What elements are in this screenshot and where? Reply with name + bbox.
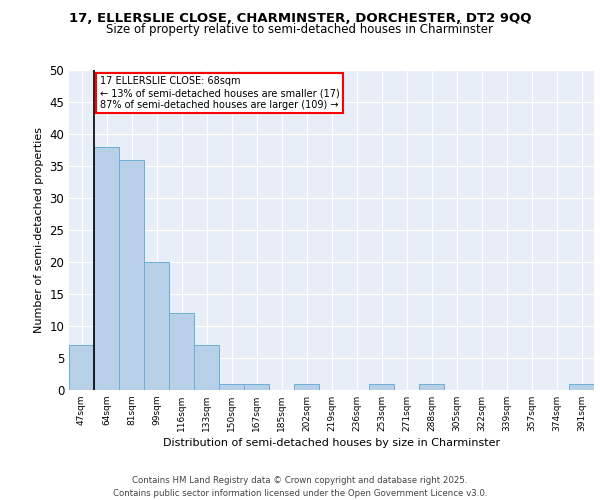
Bar [369, 384, 394, 390]
X-axis label: Distribution of semi-detached houses by size in Charminster: Distribution of semi-detached houses by … [163, 438, 500, 448]
Text: Contains HM Land Registry data © Crown copyright and database right 2025.
Contai: Contains HM Land Registry data © Crown c… [113, 476, 487, 498]
Y-axis label: Number of semi-detached properties: Number of semi-detached properties [34, 127, 44, 333]
Text: 17, ELLERSLIE CLOSE, CHARMINSTER, DORCHESTER, DT2 9QQ: 17, ELLERSLIE CLOSE, CHARMINSTER, DORCHE… [69, 12, 531, 26]
Bar [194, 345, 219, 390]
Text: Size of property relative to semi-detached houses in Charminster: Size of property relative to semi-detach… [107, 22, 493, 36]
Bar [144, 262, 169, 390]
Bar [294, 384, 319, 390]
Bar [569, 384, 594, 390]
Bar [419, 384, 444, 390]
Bar [119, 160, 144, 390]
Bar [219, 384, 244, 390]
Bar [94, 147, 119, 390]
Bar [244, 384, 269, 390]
Bar [69, 345, 94, 390]
Bar [169, 313, 194, 390]
Text: 17 ELLERSLIE CLOSE: 68sqm
← 13% of semi-detached houses are smaller (17)
87% of : 17 ELLERSLIE CLOSE: 68sqm ← 13% of semi-… [100, 76, 339, 110]
